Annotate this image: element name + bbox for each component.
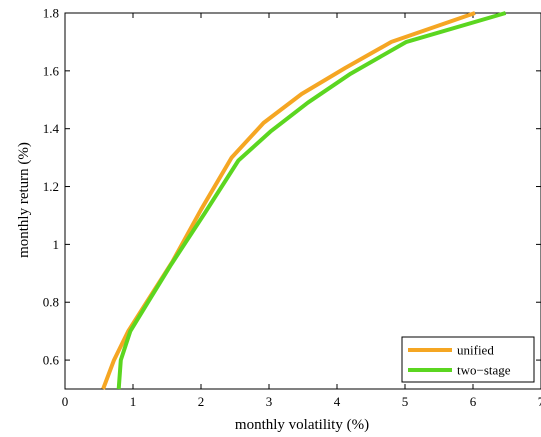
y-tick-label: 1.2	[43, 179, 59, 194]
y-axis-label: monthly return (%)	[16, 142, 32, 258]
legend-box	[401, 336, 535, 383]
legend-label: unified	[457, 343, 494, 358]
y-tick-label: 1	[53, 237, 60, 252]
x-tick-label: 1	[130, 394, 137, 409]
x-axis-label: monthly volatility (%)	[235, 417, 369, 433]
legend: unified two−stage	[401, 336, 535, 383]
y-tick-label: 1.8	[43, 6, 59, 21]
y-axis-ticks: 0.6 0.8 1 1.2 1.4 1.6 1.8	[43, 6, 541, 368]
x-tick-label: 4	[334, 394, 341, 409]
y-tick-label: 1.4	[43, 121, 60, 136]
series-line-unified	[101, 11, 476, 390]
series-line-two-stage	[116, 11, 507, 390]
x-tick-label: 3	[266, 394, 273, 409]
axes-box	[64, 12, 541, 390]
x-tick-label: 0	[62, 394, 69, 409]
x-tick-label: 2	[198, 394, 205, 409]
y-tick-label: 0.6	[43, 353, 60, 368]
x-axis-ticks: 0 1 2 3 4 5 6 7	[62, 13, 541, 409]
y-tick-label: 0.8	[43, 295, 59, 310]
x-tick-label: 6	[470, 394, 477, 409]
legend-label: two−stage	[457, 363, 511, 378]
series-layer	[101, 11, 507, 390]
y-tick-label: 1.6	[43, 63, 60, 78]
x-tick-label: 7	[538, 394, 541, 409]
plot-area	[64, 12, 541, 390]
x-tick-label: 5	[402, 394, 409, 409]
